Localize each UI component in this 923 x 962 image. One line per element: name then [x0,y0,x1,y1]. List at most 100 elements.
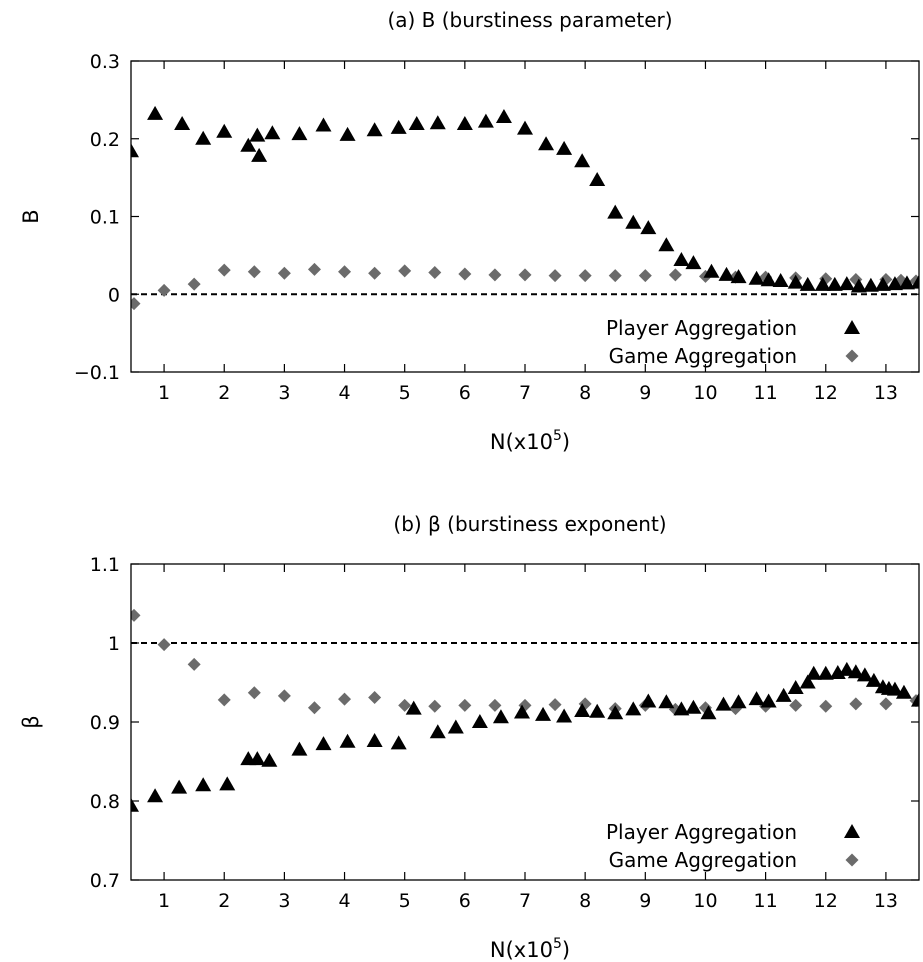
y-tick-label: 1 [108,633,120,655]
game-point [307,262,321,276]
player-point [291,741,308,756]
chart-title: (a) B (burstiness parameter) [387,8,672,32]
player-point [658,237,675,252]
x-axis-label-base: N(x10 [490,938,553,962]
player-point [390,735,407,750]
y-tick-label: 0.8 [90,791,120,813]
player-point [366,122,383,137]
player-point [826,276,843,291]
game-point [131,297,141,311]
game-point [548,269,562,283]
game-point [398,698,412,712]
game-point [488,268,502,282]
game-point [187,277,201,291]
x-tick-label: 11 [754,382,778,404]
player-point [658,694,675,709]
player-point [556,708,573,723]
player-point [703,263,720,278]
x-tick-label: 9 [639,382,651,404]
legend-label: Player Aggregation [606,316,797,340]
x-axis-label-close: ) [562,938,570,962]
legend-triangle-marker [844,320,860,334]
game-point [849,697,863,711]
player-point [315,736,332,751]
player-point [799,674,816,689]
series-player-aggregation [131,105,919,293]
game-point [789,698,803,712]
y-tick-label: 0.3 [90,51,120,73]
x-tick-label: 13 [874,890,898,912]
x-tick-label: 5 [399,382,411,404]
game-point [217,693,231,707]
legend-diamond-marker [845,853,859,867]
player-point [471,714,488,728]
player-point [147,105,164,120]
player-point [174,115,191,130]
game-point [578,269,592,283]
player-point [495,108,512,123]
game-point [157,283,171,297]
x-tick-label: 8 [579,382,591,404]
player-point [715,696,732,711]
player-point [817,665,834,680]
x-axis-label: N(x105) [490,936,570,962]
player-point [718,266,735,281]
player-point [291,126,308,141]
y-axis-label: B [19,209,43,223]
player-point [408,115,425,130]
game-point [187,657,201,671]
x-tick-label: 6 [459,890,471,912]
player-point [556,140,573,155]
player-point [131,797,139,812]
chart-title: (b) β (burstiness exponent) [393,512,666,536]
game-point [398,264,412,278]
y-tick-label: −0.1 [74,362,120,384]
plot-frame [130,563,920,881]
player-point [814,276,831,291]
legend-label: Game Aggregation [609,344,797,368]
player-point [673,701,690,716]
plot-frame [130,60,920,373]
y-tick-label: 0.1 [90,207,120,229]
player-point [625,214,642,229]
y-axis-label: β [19,715,43,728]
player-point [264,125,281,140]
game-point [819,699,833,713]
game-point [428,265,442,279]
player-point [251,147,268,162]
series-player-aggregation [131,661,919,812]
x-tick-label: 4 [338,890,350,912]
game-point [307,701,321,715]
player-point [911,692,919,707]
player-point [513,704,530,719]
player-point [799,276,816,291]
x-tick-label: 9 [639,890,651,912]
player-point [760,272,777,287]
player-point [538,136,555,151]
player-point [805,665,822,680]
y-tick-label: 1.1 [90,554,120,576]
player-point [730,269,747,284]
player-point [760,693,777,708]
player-point [673,252,690,267]
player-point [748,270,765,285]
x-tick-label: 2 [218,890,230,912]
x-axis-label-exponent: 5 [553,936,562,952]
x-tick-label: 13 [874,382,898,404]
player-point [366,732,383,747]
player-point [856,667,873,682]
game-point [638,269,652,283]
game-point [157,638,171,652]
player-point [838,661,855,676]
player-point [339,126,356,141]
player-point [865,672,882,687]
game-point [247,686,261,700]
player-point [517,120,533,135]
player-point [775,687,792,702]
legend-label: Game Aggregation [609,848,797,872]
game-point [368,691,382,705]
player-point [772,273,789,288]
x-tick-label: 12 [814,382,838,404]
player-point [886,276,903,291]
